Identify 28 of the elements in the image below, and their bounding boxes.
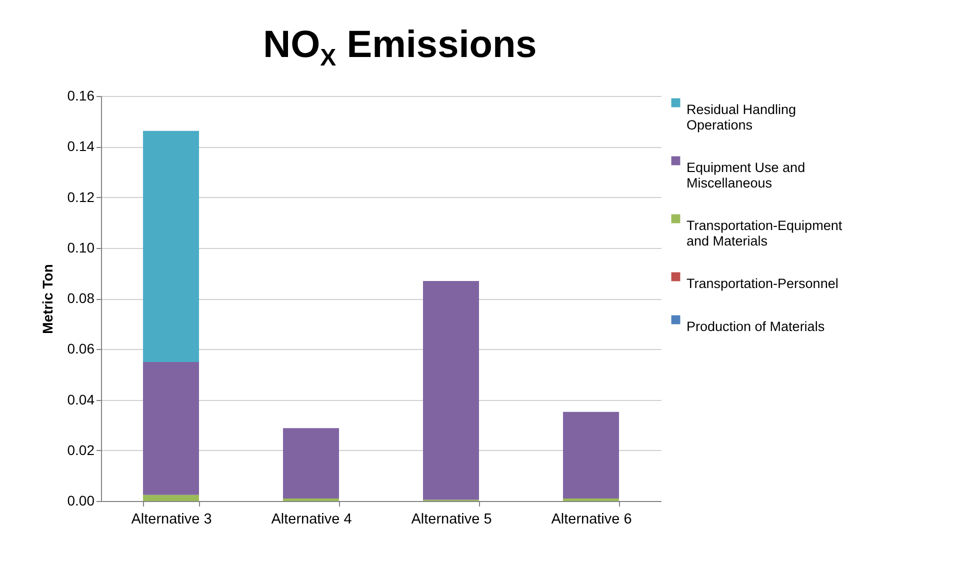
- chart-title: NO$_{X}$ Emissions: [262, 23, 538, 74]
- y-tick-label: 0.16: [67, 88, 95, 104]
- y-tick-label: 0.06: [67, 340, 95, 357]
- bar: [283, 498, 339, 501]
- y-tick-label: 0.10: [67, 239, 95, 256]
- bar: [563, 498, 619, 501]
- legend-label: Production of Materials: [686, 318, 825, 334]
- legend-label: Transportation-Equipment and Materials: [686, 218, 842, 248]
- bar: [283, 428, 339, 498]
- y-tick-label: 0.08: [67, 290, 95, 306]
- x-tick-label: Alternative 3: [131, 512, 212, 528]
- legend-label: Residual Handling Operations: [686, 102, 796, 132]
- bar: [143, 362, 199, 495]
- x-tick-label: Alternative 5: [411, 512, 492, 528]
- y-tick-label: 0.14: [67, 138, 95, 154]
- y-tick-label: 0.00: [67, 492, 95, 508]
- y-tick-label: 0.02: [67, 442, 95, 458]
- legend-label: Equipment Use and Miscellaneous: [686, 160, 806, 190]
- x-tick-label: Alternative 4: [271, 512, 352, 528]
- bar: [143, 130, 199, 362]
- x-tick-label: Alternative 6: [551, 512, 632, 528]
- y-tick-label: 0.04: [67, 391, 95, 408]
- y-axis-title: Metric Ton: [39, 264, 56, 334]
- bar: [143, 494, 199, 501]
- bar: [563, 412, 619, 498]
- y-tick-label: 0.12: [67, 188, 95, 205]
- legend-label: Transportation-Personnel: [686, 276, 838, 291]
- bar: [423, 281, 479, 500]
